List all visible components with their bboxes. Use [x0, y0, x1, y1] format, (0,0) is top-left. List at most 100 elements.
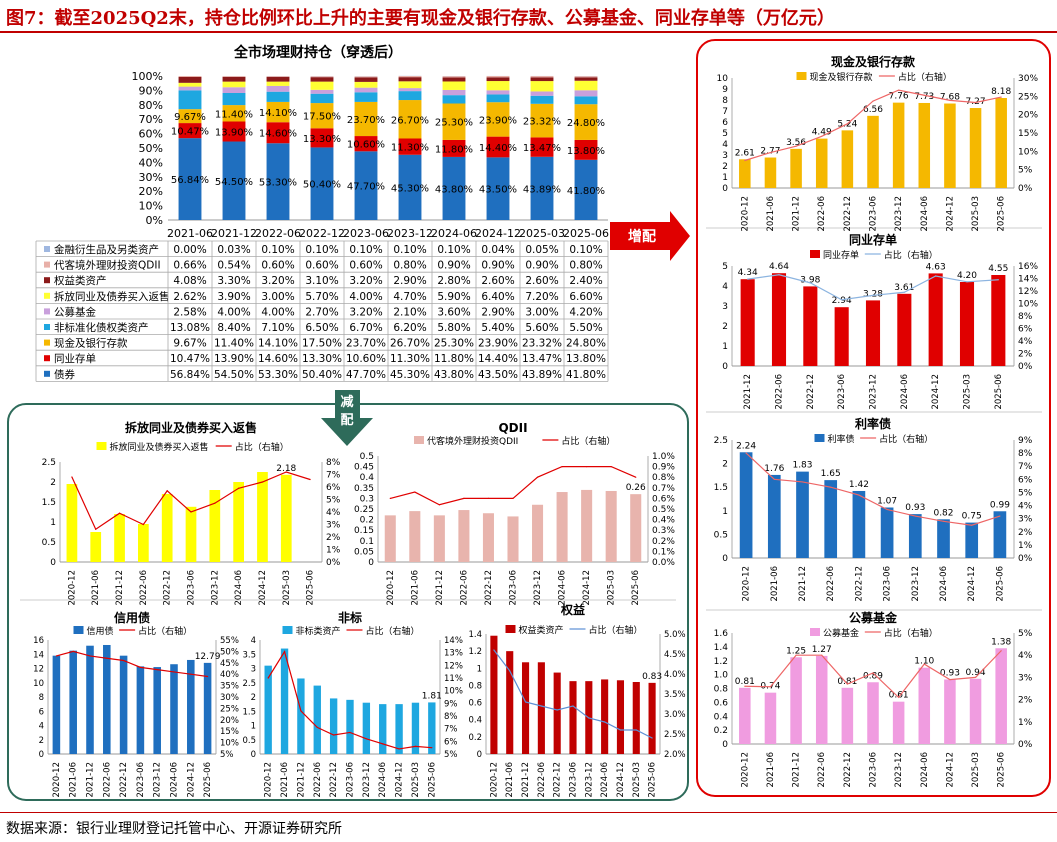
bar — [897, 293, 912, 366]
x-tick-label: 2020-12 — [489, 762, 499, 798]
share-point — [997, 279, 999, 281]
y2-tick-label: 10% — [220, 739, 239, 749]
table-cell: 0.90% — [481, 260, 514, 272]
y-tick-label: 6 — [722, 118, 728, 128]
bar — [995, 98, 1007, 188]
share-point — [588, 717, 590, 719]
share-point — [267, 677, 269, 679]
bar — [379, 704, 387, 754]
x-tick-label: 2021-12 — [521, 762, 531, 798]
table-cell: 8.40% — [217, 322, 250, 334]
figure-title: 图7：截至2025Q2末，持仓比例环比上升的主要有现金及银行存款、公募基金、同业… — [6, 8, 835, 29]
share-point — [207, 675, 209, 678]
y-tick-label: 1 — [251, 722, 256, 732]
table-cell: 2.80% — [437, 275, 470, 287]
stacked-bar-segment — [486, 136, 510, 158]
data-label: 0.75 — [962, 512, 982, 522]
share-point — [572, 705, 574, 707]
stacked-data-label: 13.47% — [523, 143, 561, 154]
share-point — [106, 657, 108, 659]
share-point — [309, 478, 311, 481]
y-tick-label: 1 — [722, 173, 728, 183]
table-cell: 13.80% — [566, 353, 606, 365]
share-point — [71, 476, 73, 478]
x-tick-label: 2021-06 — [167, 227, 213, 240]
x-tick-label: 2021-12 — [296, 762, 306, 798]
data-label: 0.94 — [966, 668, 986, 678]
stacked-bar-segment — [574, 96, 598, 105]
data-label: 4.55 — [988, 264, 1008, 274]
stacked-data-label: 24.80% — [567, 118, 605, 129]
bar — [867, 682, 879, 744]
y-tick-label: 0.2 — [714, 726, 728, 736]
y-tick-label: 0 — [722, 362, 728, 372]
y-tick-label: 0 — [722, 184, 728, 194]
stacked-bar-segment — [398, 77, 422, 82]
table-cell: 2.90% — [481, 306, 514, 318]
share-point — [214, 502, 216, 504]
x-tick-label: 2021-06 — [69, 762, 79, 798]
bar — [52, 655, 61, 754]
share-point — [898, 89, 900, 91]
share-point — [556, 709, 558, 711]
stacked-data-label: 14.40% — [479, 143, 517, 154]
increase-arrow: 增配 — [610, 211, 690, 261]
table-cell: 0.00% — [173, 244, 206, 256]
table-cell: 11.30% — [390, 353, 430, 365]
table-row-header: 现金及银行存款 — [54, 337, 128, 350]
bar — [506, 651, 514, 754]
table-cell: 56.84% — [170, 369, 210, 381]
y-tick-label: 2 — [39, 736, 44, 746]
figure-title-bar: 图7：截至2025Q2末，持仓比例环比上升的主要有现金及银行存款、公募基金、同业… — [0, 0, 1057, 30]
data-label: 1.42 — [849, 480, 869, 490]
table-cell: 14.40% — [478, 353, 518, 365]
stacked-bar-segment — [530, 91, 554, 96]
bar — [329, 698, 338, 754]
legend-swatch — [810, 250, 820, 258]
x-tick-label: 2021-12 — [211, 227, 257, 240]
data-label: 6.56 — [863, 105, 883, 115]
bar — [532, 504, 544, 562]
table-cell: 13.47% — [522, 353, 562, 365]
chart-title: 现金及银行存款 — [831, 54, 916, 69]
y2-tick-label: 2% — [1018, 696, 1033, 706]
y-tick-label: 0.35 — [354, 484, 374, 494]
share-point — [55, 655, 58, 657]
data-label: 2.18 — [276, 464, 296, 474]
y-tick-label: 1 — [722, 507, 728, 517]
stacked-bar-segment — [574, 90, 598, 97]
table-cell: 5.90% — [437, 291, 470, 303]
stacked-data-label: 10.47% — [171, 127, 209, 138]
y-tick-label: 14 — [33, 650, 44, 660]
stacked-bar-segment — [442, 89, 466, 96]
stacked-data-label: 43.89% — [523, 184, 561, 195]
table-cell: 2.10% — [393, 306, 426, 318]
y2-tick-label: 4.5% — [664, 650, 686, 660]
stacked-data-label: 13.80% — [567, 146, 605, 157]
share-point — [903, 291, 905, 293]
stacked-bar-segment — [266, 143, 290, 220]
bar — [824, 480, 838, 558]
x-tick-label: 2023-06 — [346, 762, 356, 798]
y2-tick-label: 4% — [1018, 651, 1033, 661]
x-tick-label: 2025-06 — [563, 227, 609, 240]
y2-tick-label: 5% — [1018, 488, 1033, 498]
table-cell: 2.60% — [525, 275, 558, 287]
x-tick-label: 2024-12 — [616, 762, 626, 798]
data-label: 3.28 — [863, 289, 883, 299]
bar — [119, 655, 128, 754]
share-point — [949, 679, 951, 681]
x-tick-label: 2025-06 — [994, 374, 1004, 410]
data-label: 3.61 — [894, 283, 914, 293]
table-cell: 13.08% — [170, 322, 210, 334]
x-tick-label: 2025-06 — [631, 570, 641, 606]
table-cell: 10.47% — [170, 353, 210, 365]
table-cell: 3.90% — [217, 291, 250, 303]
bar — [264, 665, 272, 754]
bar — [959, 282, 975, 366]
x-tick-label: 2025-03 — [411, 762, 421, 798]
table-cell: 5.50% — [569, 322, 602, 334]
data-label: 12.79 — [195, 652, 221, 662]
